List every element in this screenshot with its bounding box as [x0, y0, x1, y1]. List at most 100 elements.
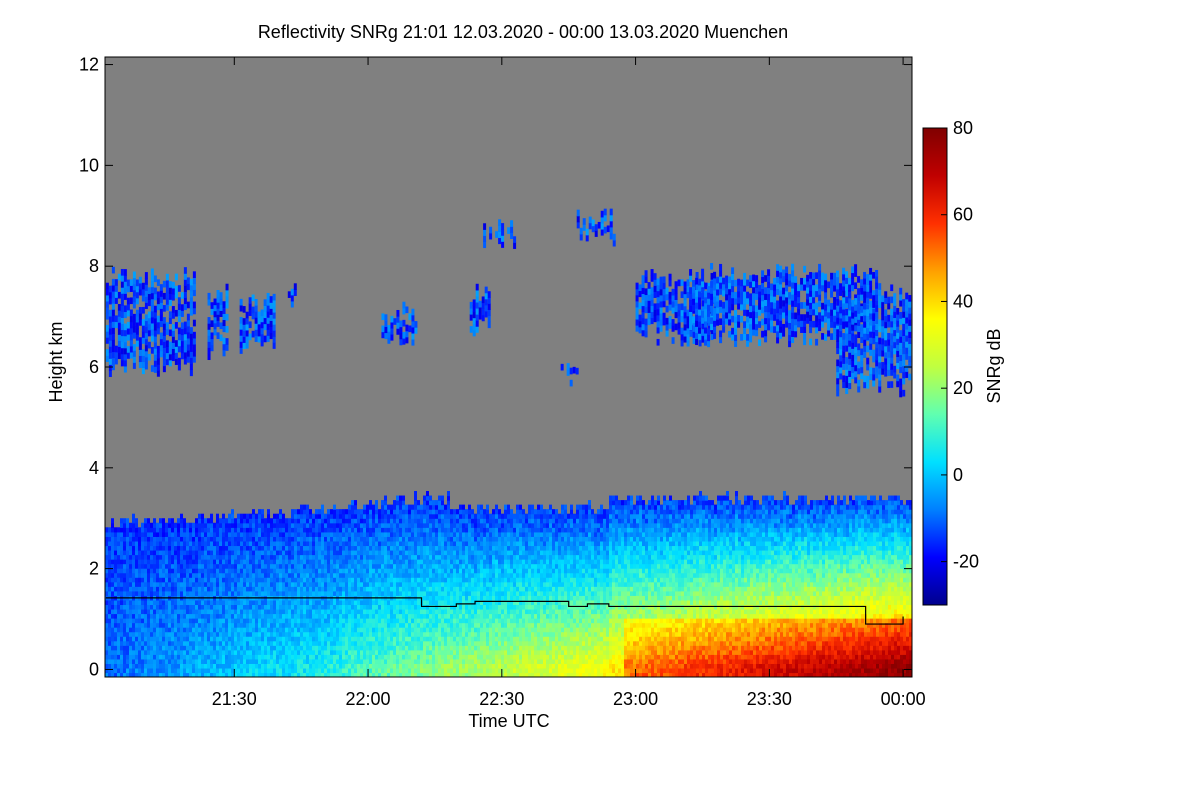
reflectivity-cell: [495, 599, 498, 606]
reflectivity-cell: [231, 568, 234, 574]
reflectivity-cell: [360, 536, 363, 542]
reflectivity-cell: [459, 654, 462, 660]
reflectivity-cell: [405, 667, 408, 674]
reflectivity-cell: [495, 622, 498, 628]
reflectivity-cell: [222, 631, 225, 637]
reflectivity-cell: [189, 599, 192, 606]
reflectivity-cell: [453, 522, 456, 528]
reflectivity-cell: [246, 568, 249, 574]
reflectivity-cell: [144, 622, 147, 628]
reflectivity-cell: [111, 599, 114, 606]
reflectivity-cell: [240, 545, 243, 551]
reflectivity-cell: [264, 590, 267, 596]
reflectivity-cell: [132, 649, 135, 655]
reflectivity-cell: [477, 645, 480, 651]
reflectivity-cell: [204, 531, 207, 537]
reflectivity-cell: [336, 522, 339, 528]
reflectivity-cell: [363, 563, 366, 569]
reflectivity-cell: [165, 568, 168, 574]
reflectivity-cell: [168, 640, 171, 646]
reflectivity-cell: [255, 522, 258, 528]
reflectivity-cell: [303, 618, 306, 624]
reflectivity-cell: [123, 640, 126, 646]
reflectivity-cell: [108, 572, 111, 578]
reflectivity-cell: [486, 590, 489, 596]
reflectivity-cell: [375, 577, 378, 583]
reflectivity-cell: [468, 658, 471, 664]
reflectivity-cell: [351, 663, 354, 669]
reflectivity-cell: [165, 554, 168, 560]
reflectivity-cell: [186, 590, 189, 596]
reflectivity-cell: [468, 618, 471, 624]
reflectivity-cell: [510, 513, 513, 519]
reflectivity-cell: [480, 604, 483, 610]
reflectivity-cell: [282, 658, 285, 664]
reflectivity-cell: [120, 672, 123, 677]
reflectivity-cell: [489, 599, 492, 606]
reflectivity-cell: [303, 663, 306, 669]
reflectivity-cell: [498, 559, 501, 565]
reflectivity-cell: [492, 618, 495, 624]
reflectivity-cell: [495, 509, 498, 515]
reflectivity-cell: [483, 636, 486, 642]
reflectivity-cell: [171, 599, 174, 606]
reflectivity-cell: [507, 627, 510, 633]
reflectivity-cell: [225, 654, 228, 660]
reflectivity-cell: [240, 559, 243, 565]
reflectivity-cell: [318, 527, 321, 533]
reflectivity-cell: [504, 631, 507, 637]
reflectivity-cell: [378, 608, 381, 615]
reflectivity-cell: [408, 522, 411, 528]
reflectivity-cell: [171, 636, 174, 642]
reflectivity-cell: [189, 559, 192, 565]
reflectivity-cell: [507, 504, 510, 510]
reflectivity-cell: [423, 513, 426, 519]
reflectivity-cell: [255, 667, 258, 674]
reflectivity-cell: [432, 599, 435, 606]
reflectivity-cell: [309, 590, 312, 596]
reflectivity-cell: [150, 627, 153, 633]
reflectivity-cell: [216, 559, 219, 565]
reflectivity-cell: [246, 559, 249, 565]
reflectivity-cell: [225, 531, 228, 537]
reflectivity-cell: [372, 527, 375, 533]
reflectivity-cell: [252, 667, 255, 674]
reflectivity-cell: [234, 636, 237, 642]
reflectivity-cell: [474, 531, 477, 537]
reflectivity-cell: [129, 618, 132, 624]
reflectivity-cell: [426, 590, 429, 596]
reflectivity-cell: [300, 604, 303, 610]
reflectivity-cell: [300, 549, 303, 556]
reflectivity-cell: [231, 509, 234, 515]
reflectivity-cell: [372, 658, 375, 664]
reflectivity-cell: [441, 618, 444, 624]
reflectivity-cell: [318, 586, 321, 592]
reflectivity-cell: [303, 536, 306, 542]
reflectivity-cell: [258, 586, 261, 592]
reflectivity-cell: [450, 509, 453, 515]
reflectivity-cell: [402, 586, 405, 592]
reflectivity-cell: [372, 513, 375, 519]
reflectivity-cell: [144, 627, 147, 633]
reflectivity-cell: [108, 658, 111, 664]
reflectivity-cell: [312, 572, 315, 578]
reflectivity-cell: [303, 572, 306, 578]
reflectivity-cell: [411, 563, 414, 569]
reflectivity-cell: [201, 513, 204, 519]
reflectivity-cell: [198, 631, 201, 637]
reflectivity-cell: [246, 613, 249, 619]
reflectivity-cell: [408, 545, 411, 551]
reflectivity-cell: [399, 645, 402, 651]
reflectivity-cell: [315, 649, 318, 655]
reflectivity-cell: [282, 549, 285, 556]
reflectivity-cell: [330, 604, 333, 610]
reflectivity-cell: [324, 554, 327, 560]
reflectivity-cell: [459, 599, 462, 606]
reflectivity-cell: [105, 540, 108, 547]
reflectivity-cell: [375, 554, 378, 560]
reflectivity-cell: [396, 608, 399, 615]
reflectivity-cell: [471, 631, 474, 637]
reflectivity-cell: [501, 599, 504, 606]
reflectivity-cell: [168, 527, 171, 533]
reflectivity-cell: [381, 545, 384, 551]
